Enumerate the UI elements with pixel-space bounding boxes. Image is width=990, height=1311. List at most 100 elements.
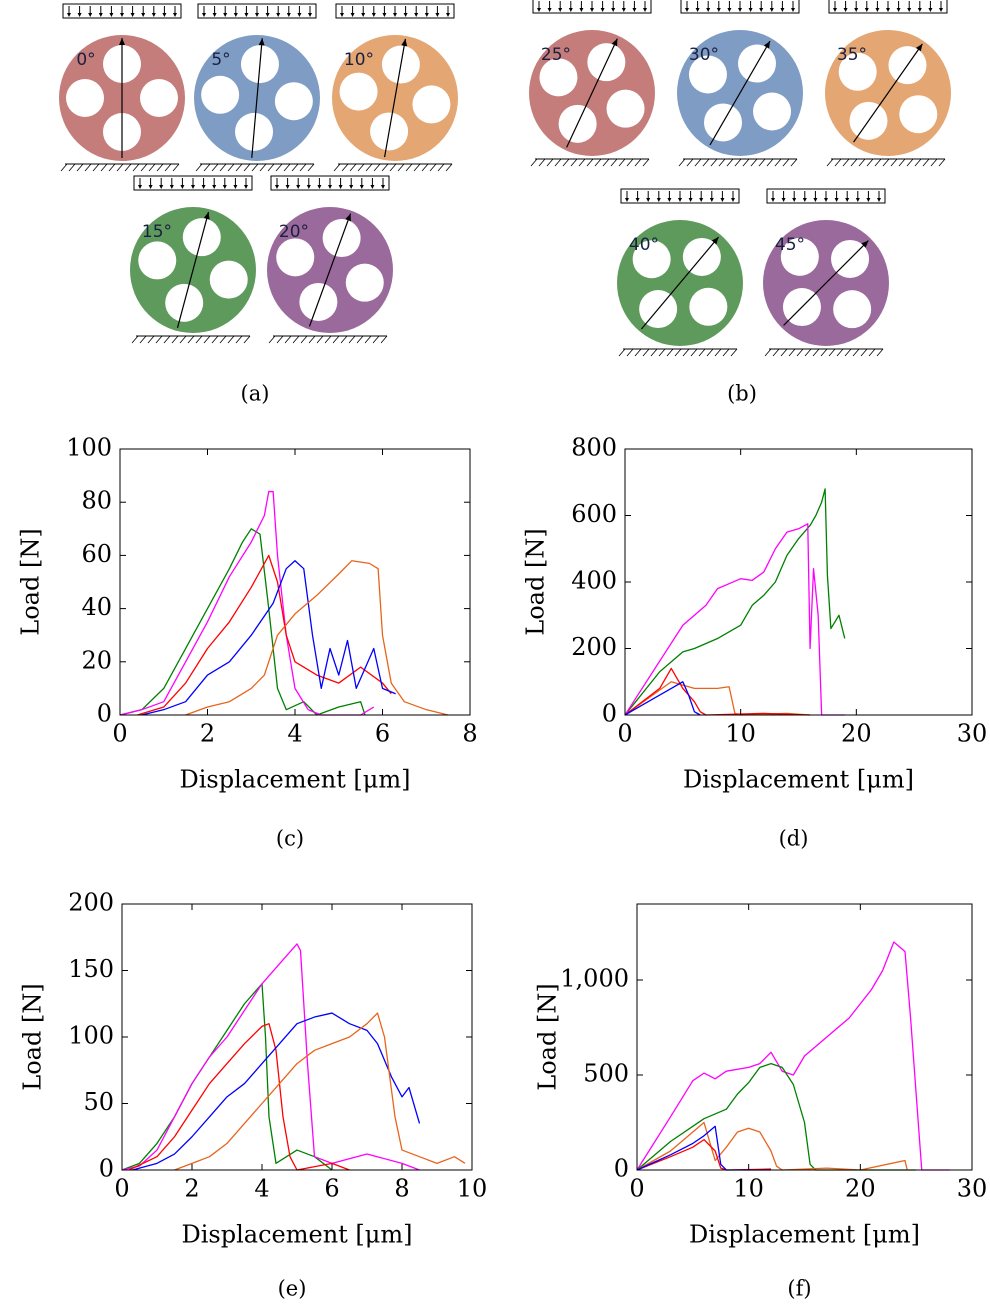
ground-hatch (172, 336, 178, 343)
load-arrow-head (791, 8, 795, 12)
load-arrow-head (223, 13, 227, 17)
load-arrow-head (918, 8, 922, 12)
ground-hatch (260, 164, 266, 171)
ground-hatch (667, 349, 673, 356)
ground-hatch (252, 164, 258, 171)
x-tick-label: 0 (114, 1175, 129, 1203)
ground-hatch (133, 164, 139, 171)
load-arrow-head (131, 13, 135, 17)
angle-label: 25° (541, 45, 571, 65)
ground-hatch (117, 164, 123, 171)
ground-hatch (236, 336, 242, 343)
ground-hatch (366, 164, 372, 171)
load-arrow-head (771, 198, 775, 202)
load-arrow-head (844, 8, 848, 12)
ground-hatch (627, 349, 633, 356)
load-arrow-head (370, 185, 374, 189)
load-arrow-head (296, 185, 300, 189)
ground-hatch (204, 164, 210, 171)
x-tick-label: 0 (617, 720, 632, 748)
load-arrow-head (88, 13, 92, 17)
ground-hatch (309, 336, 315, 343)
x-tick-label: 4 (287, 720, 302, 748)
ground-hatch (196, 164, 202, 171)
ground-hatch (165, 164, 171, 171)
load-arrow-head (317, 185, 321, 189)
ground-hatch (300, 164, 306, 171)
load-arrow-head (202, 185, 206, 189)
hole (689, 288, 727, 326)
load-arrow-head (706, 8, 710, 12)
ground-hatch (430, 164, 436, 171)
ground-hatch (390, 164, 396, 171)
load-arrow-head (99, 13, 103, 17)
ground-hatch (703, 159, 709, 166)
ground-hatch (783, 159, 789, 166)
x-axis-label: Displacement [μm] (689, 1221, 920, 1249)
plot-frame (120, 449, 470, 715)
y-tick-label: 500 (583, 1060, 629, 1088)
ground-hatch (188, 336, 194, 343)
load-arrow-head (297, 13, 301, 17)
ground-hatch (635, 349, 641, 356)
ground-hatch (341, 336, 347, 343)
load-arrow-head (141, 13, 145, 17)
ground-hatch (861, 349, 867, 356)
y-axis-label: Load [N] (534, 983, 562, 1090)
ground-hatch (751, 159, 757, 166)
ground-hatch (539, 159, 545, 166)
load-arrow-head (152, 13, 156, 17)
ground-hatch (867, 159, 873, 166)
ground-hatch (244, 164, 250, 171)
hole (899, 95, 937, 133)
load-arrow-head (287, 13, 291, 17)
y-tick-label: 150 (68, 955, 114, 983)
load-arrow-head (667, 198, 671, 202)
load-arrow-head (372, 13, 376, 17)
ground-hatch (438, 164, 444, 171)
angle-label: 20° (279, 222, 309, 242)
x-tick-label: 10 (725, 720, 756, 748)
load-arrow-head (632, 8, 636, 12)
y-tick-label: 20 (81, 646, 112, 674)
ground-hatch (679, 159, 685, 166)
ground-hatch (619, 159, 625, 166)
angle-label: 0° (76, 50, 95, 70)
load-arrow-head (780, 8, 784, 12)
y-tick-label: 100 (68, 1022, 114, 1050)
y-tick-label: 1,000 (560, 965, 629, 993)
ground-hatch (173, 164, 179, 171)
load-arrow-head (234, 13, 238, 17)
load-arrow-head (928, 8, 932, 12)
ground-hatch (132, 336, 138, 343)
ground-hatch (268, 164, 274, 171)
specimen: 10° (332, 4, 458, 171)
ground-hatch (643, 159, 649, 166)
load-arrow-head (212, 185, 216, 189)
y-tick-label: 0 (97, 700, 112, 728)
ground-hatch (398, 164, 404, 171)
ground-hatch (284, 164, 290, 171)
load-arrow-head (393, 13, 397, 17)
ground-hatch (853, 349, 859, 356)
ground-hatch (357, 336, 363, 343)
load-arrow-head (749, 8, 753, 12)
data-line (142, 561, 396, 715)
ground-hatch (220, 336, 226, 343)
load-arrow-head (579, 8, 583, 12)
hole (346, 264, 384, 302)
ground-hatch (212, 164, 218, 171)
ground-hatch (293, 336, 299, 343)
load-arrow-head (180, 185, 184, 189)
load-arrow-head (636, 198, 640, 202)
ground-hatch (563, 159, 569, 166)
load-arrow-head (886, 8, 890, 12)
chart: 010203005001,000Displacement [μm]Load [N… (534, 904, 988, 1301)
load-arrow-head (782, 198, 786, 202)
ground-hatch (141, 164, 147, 171)
specimen: 15° (130, 176, 256, 343)
data-line (637, 1123, 907, 1171)
load-arrow-head (67, 13, 71, 17)
page: {"diagrams": [ {"caption": "(a)", "disks… (0, 0, 990, 1311)
x-tick-label: 20 (845, 1175, 876, 1203)
